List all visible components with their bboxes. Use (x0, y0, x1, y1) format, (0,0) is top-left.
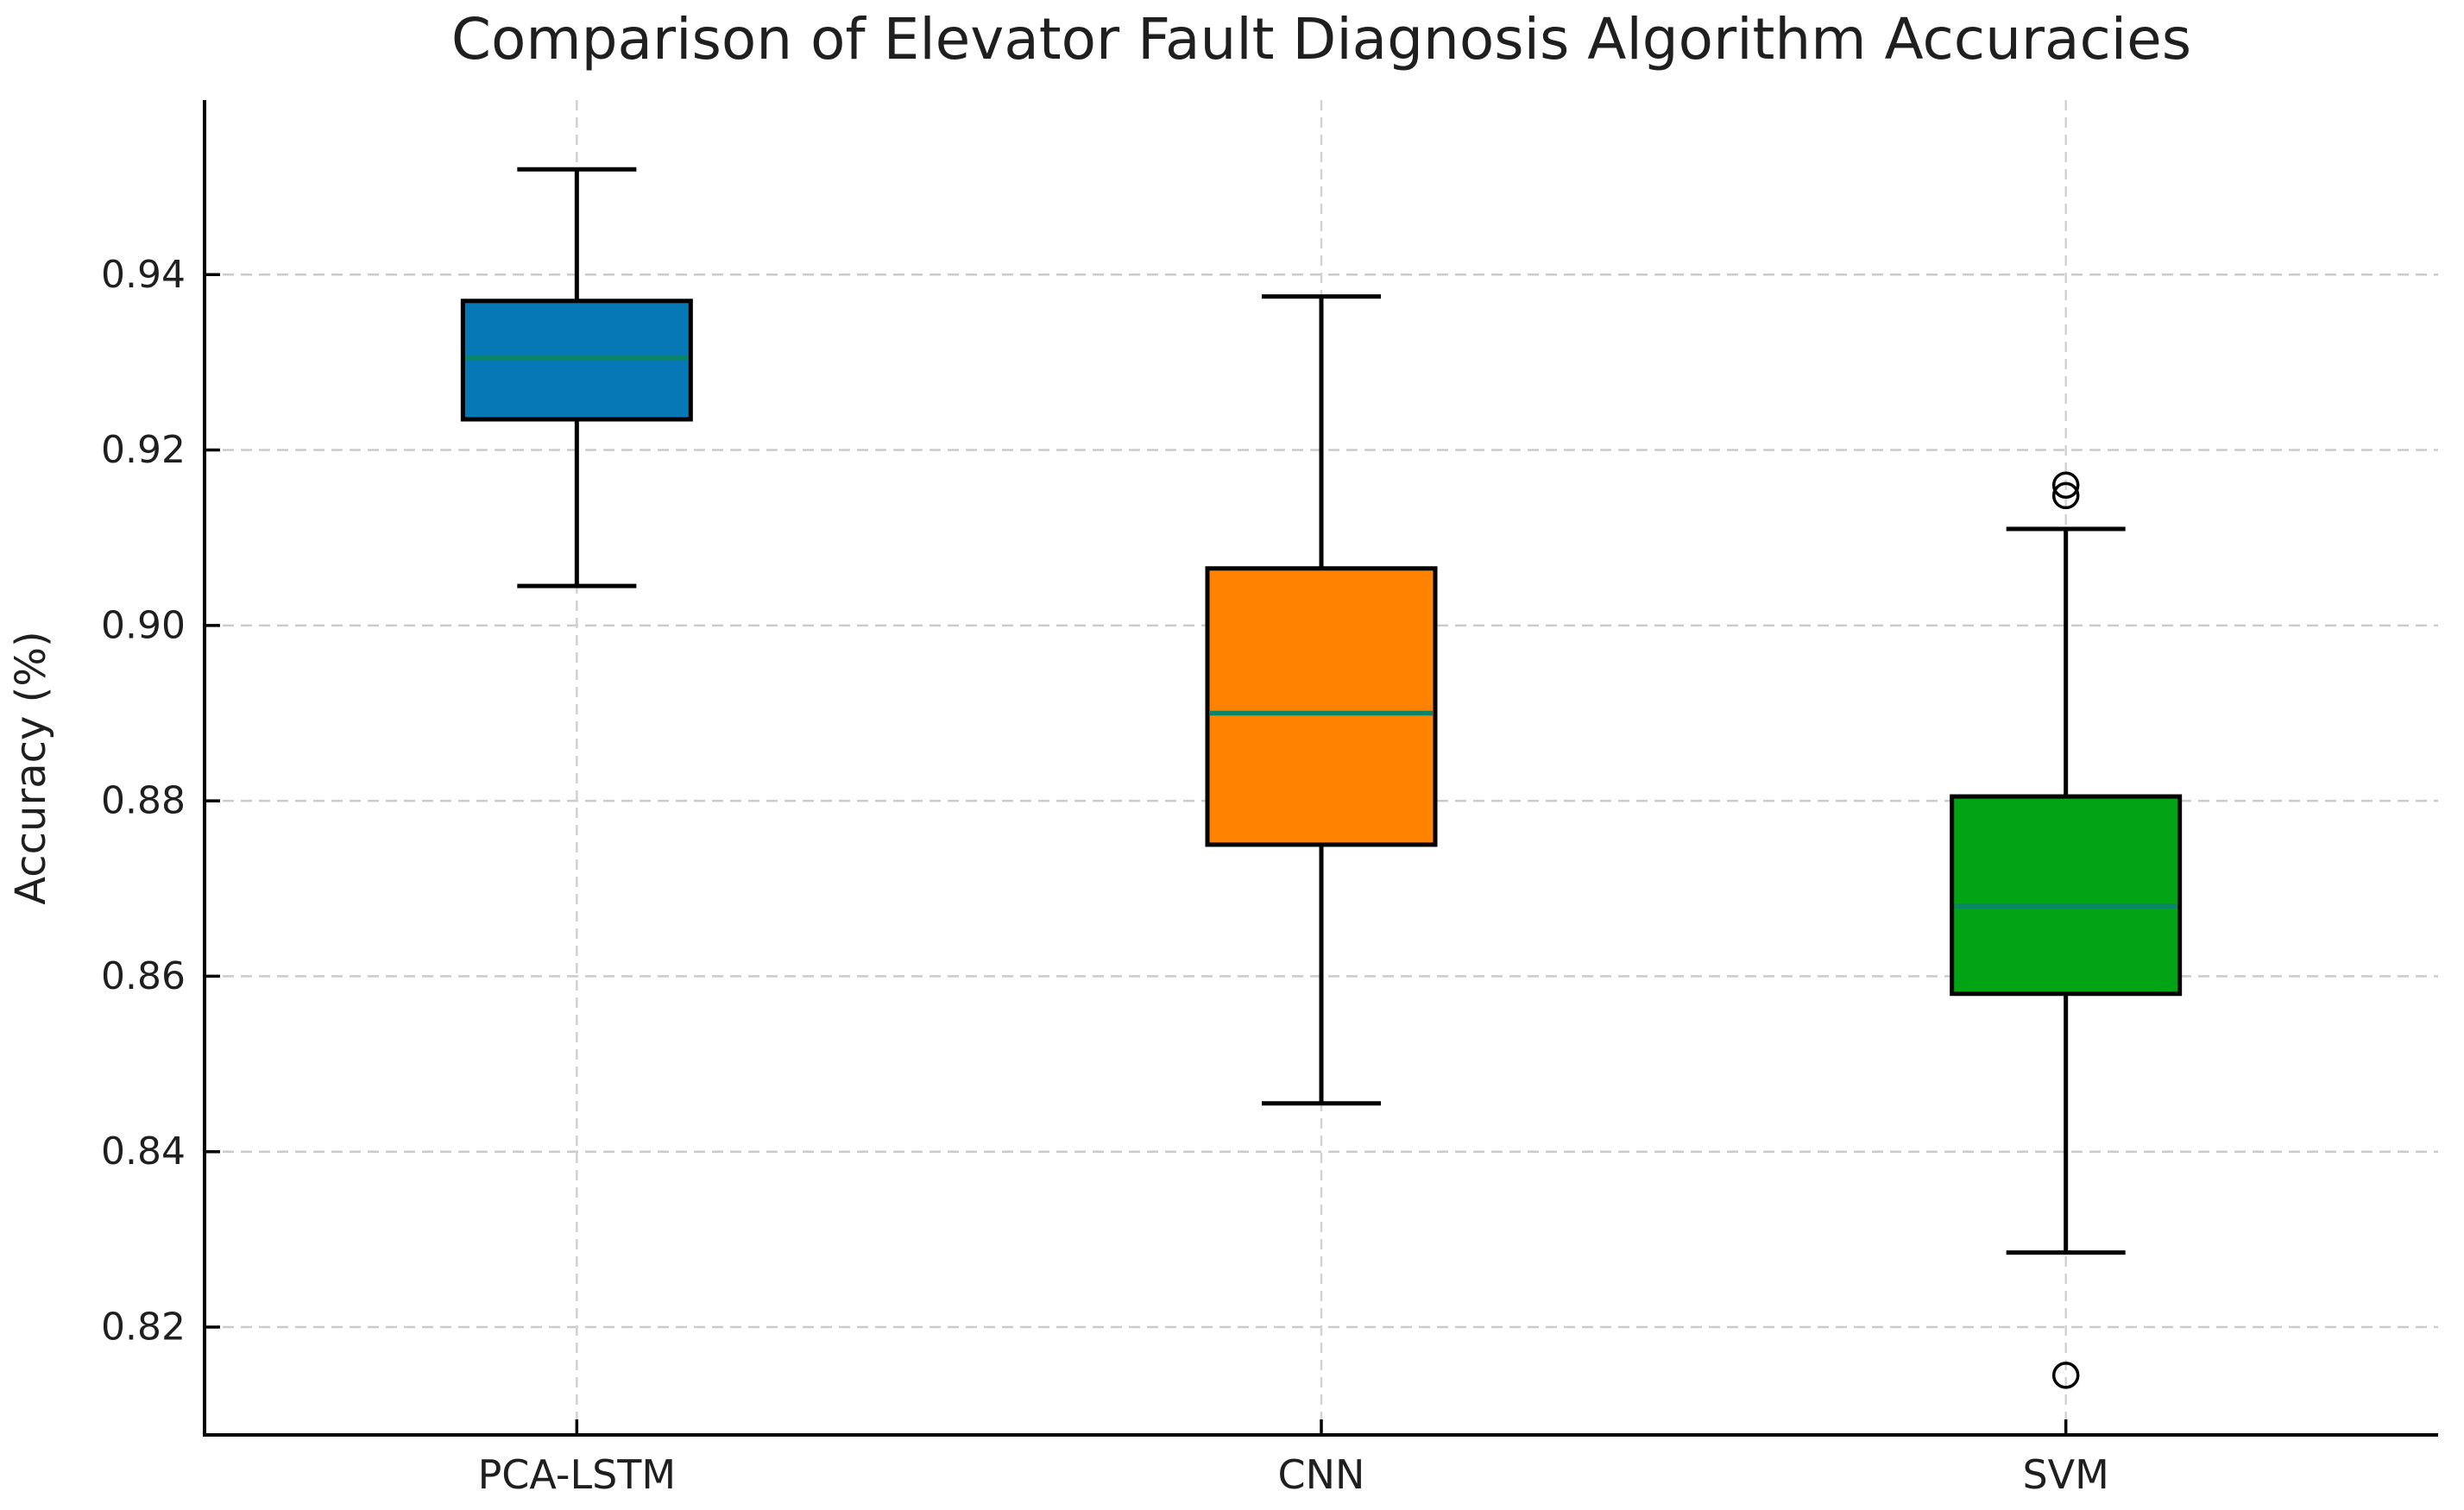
y-tick-label: 0.94 (101, 253, 186, 297)
y-tick-label: 0.88 (101, 779, 186, 823)
outlier-marker (2051, 481, 2080, 510)
box-group-pca-lstm (460, 167, 693, 588)
x-tick-label-pca-lstm: PCA-LSTM (478, 1451, 677, 1498)
y-tick-label: 0.84 (101, 1129, 186, 1173)
y-tick-label: 0.90 (101, 603, 186, 647)
outlier-marker (2051, 471, 2080, 499)
y-tick-label: 0.92 (101, 428, 186, 472)
iqr-box (1950, 794, 2183, 997)
x-tick-label-cnn: CNN (1278, 1451, 1365, 1498)
y-tick-label: 0.86 (101, 954, 186, 998)
y-tick-label: 0.82 (101, 1305, 186, 1349)
x-tick-label-svm: SVM (2022, 1451, 2108, 1498)
outlier-marker (2051, 1362, 2080, 1389)
chart-title: Comparison of Elevator Fault Diagnosis A… (451, 6, 2192, 72)
iqr-box (1205, 566, 1438, 847)
box-group-svm (1950, 471, 2183, 1389)
box-group-cnn (1205, 294, 1438, 1106)
